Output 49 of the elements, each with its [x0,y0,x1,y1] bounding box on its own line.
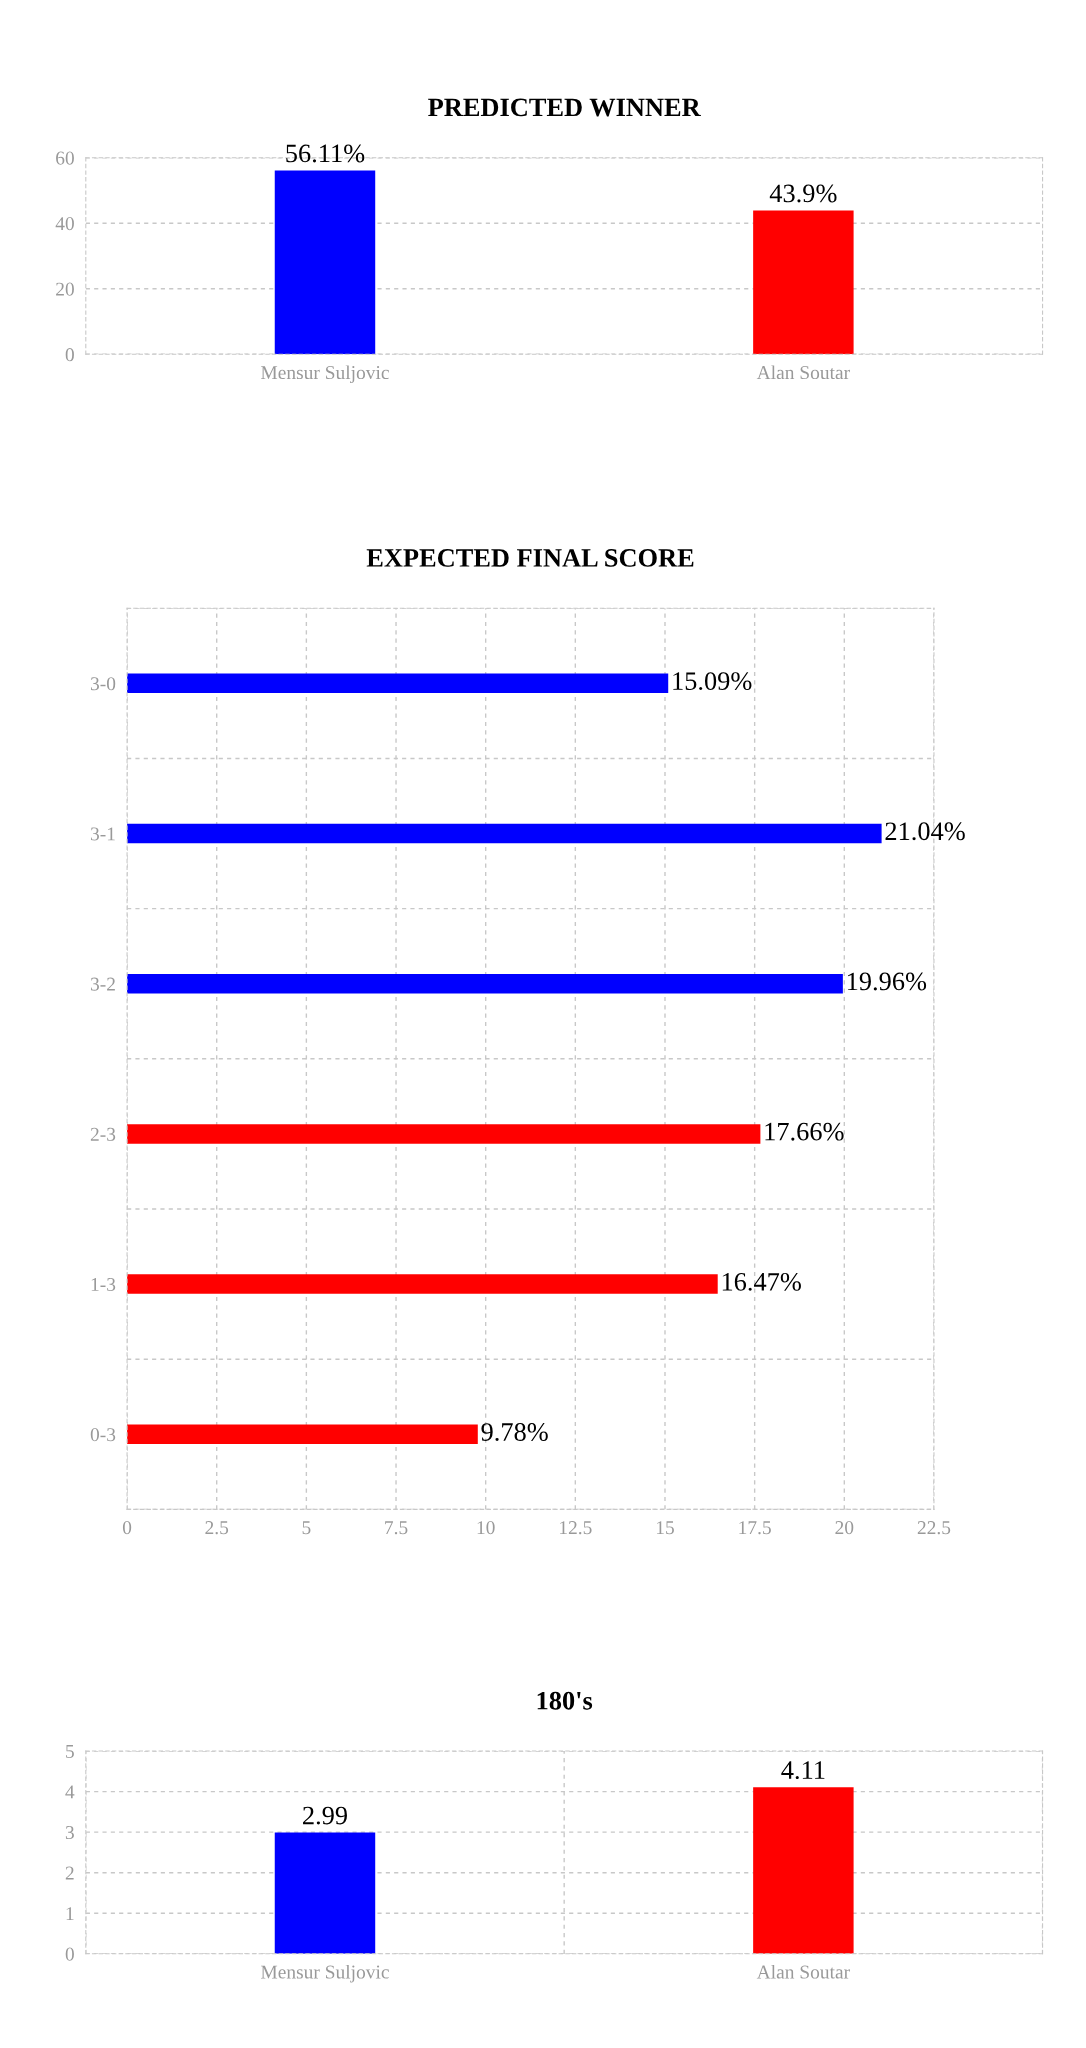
data-label: 15.09% [673,672,752,691]
x-tick-label: 20 [835,1521,854,1535]
y-tick-label: 1 [66,1907,74,1920]
y-tick-label: 60 [56,151,74,165]
bar [127,1274,718,1294]
y-tick-label: 0 [65,1947,74,1961]
chart-title: 180's [537,1691,593,1710]
y-tick-label: 2-3 [90,1127,116,1141]
x-tick-label: Mensur Suljovic [261,1964,389,1983]
data-label: 43.9% [769,184,837,203]
x-tick-label: 0 [122,1521,132,1535]
bar [127,823,882,844]
y-tick-label: 3-0 [90,677,116,691]
x-tick-label: Alan Soutar [756,365,850,380]
data-label: 17.66% [765,1122,844,1141]
x-tick-label: 5 [302,1521,311,1535]
y-tick-label: 3-1 [90,827,115,841]
data-label: 2.99 [303,1806,347,1825]
x-tick-label: Mensur Suljovic [261,365,389,384]
y-tick-label: 3-2 [90,977,115,991]
x-tick-label: 10 [477,1521,495,1535]
chart-title: EXPECTED FINAL SCORE [366,549,694,567]
x-tick-label: 7.5 [385,1521,408,1535]
y-tick-label: 0-3 [90,1428,116,1442]
bar [127,973,843,994]
y-tick-label: 4 [65,1785,75,1799]
x-tick-label: 15 [656,1521,674,1535]
data-label: 21.04% [885,822,965,841]
x-tick-label: 12.5 [560,1521,592,1535]
y-tick-label: 2 [65,1866,74,1880]
x-tick-label: Alan Soutar [756,1964,850,1979]
data-label: 19.96% [847,972,927,991]
data-label: 16.47% [722,1272,801,1291]
x-tick-label: 2.5 [205,1521,229,1535]
bar [127,1424,478,1445]
bar [127,673,669,694]
y-tick-label: 1-3 [91,1277,116,1292]
x-tick-label: 22.5 [917,1521,951,1535]
chart-title: PREDICTED WINNER [428,98,701,117]
x-tick-label: 17.5 [739,1521,771,1535]
y-tick-label: 40 [55,217,74,231]
y-tick-label: 3 [65,1826,74,1840]
bar [127,1124,761,1144]
data-label: 56.11% [286,144,365,163]
y-tick-label: 5 [66,1745,74,1758]
y-tick-label: 20 [56,282,74,296]
data-label: 9.78% [481,1423,548,1441]
y-tick-label: 0 [65,348,74,362]
data-label: 4.11 [781,1761,825,1780]
